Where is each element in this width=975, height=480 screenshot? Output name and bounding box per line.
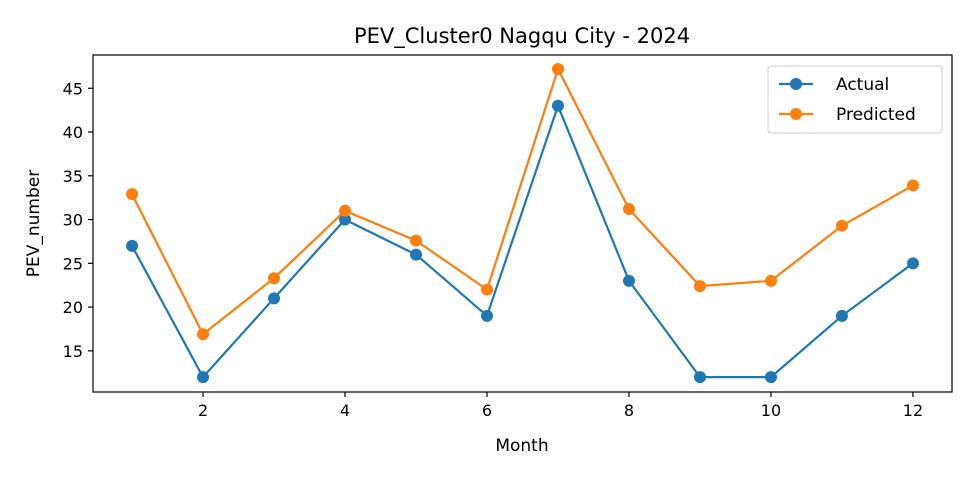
data-point-actual xyxy=(481,309,494,322)
data-point-actual xyxy=(268,292,281,305)
data-point-actual xyxy=(551,99,564,112)
x-tick-label: 8 xyxy=(624,401,634,420)
legend: Actual Predicted xyxy=(767,65,943,134)
x-tick-label: 6 xyxy=(482,401,492,420)
data-point-predicted xyxy=(481,283,494,296)
data-point-predicted xyxy=(339,204,352,217)
data-point-predicted xyxy=(126,188,139,201)
x-tick-label: 2 xyxy=(198,401,208,420)
data-point-predicted xyxy=(906,179,919,192)
axes-frame xyxy=(92,54,953,393)
data-point-predicted xyxy=(410,234,423,247)
series-line-actual xyxy=(131,104,914,379)
data-point-actual xyxy=(339,213,352,226)
chart-title: PEV_Cluster0 Nagqu City - 2024 xyxy=(354,24,690,49)
data-point-predicted xyxy=(764,274,777,287)
data-point-actual xyxy=(906,257,919,270)
legend-label-predicted: Predicted xyxy=(836,105,916,125)
data-point-predicted xyxy=(268,272,281,285)
legend-frame xyxy=(767,65,943,134)
data-point-predicted xyxy=(693,280,706,293)
data-point-actual xyxy=(835,309,848,322)
data-point-actual xyxy=(622,274,635,287)
x-tick-label: 10 xyxy=(761,401,781,420)
legend-label-actual: Actual xyxy=(836,75,889,95)
data-point-actual xyxy=(197,371,210,384)
y-tick-label: 35 xyxy=(63,167,83,186)
legend-marker-predicted xyxy=(790,108,802,120)
series-line-predicted xyxy=(131,67,914,336)
data-point-predicted xyxy=(197,328,210,341)
y-tick-label: 20 xyxy=(63,298,83,317)
legend-marker-actual xyxy=(790,78,802,90)
data-point-actual xyxy=(764,371,777,384)
x-tick-label: 4 xyxy=(340,401,350,420)
y-axis-label: PEV_number xyxy=(24,170,44,277)
y-tick-label: 40 xyxy=(63,123,83,142)
data-point-predicted xyxy=(622,203,635,216)
y-tick-label: 30 xyxy=(63,211,83,230)
data-point-actual xyxy=(410,248,423,261)
data-point-predicted xyxy=(551,63,564,76)
y-tick-label: 25 xyxy=(63,254,83,273)
x-axis-label: Month xyxy=(495,436,548,456)
data-point-predicted xyxy=(835,219,848,232)
x-tick-label: 12 xyxy=(903,401,923,420)
y-tick-label: 15 xyxy=(63,342,83,361)
data-point-actual xyxy=(693,371,706,384)
plot-area xyxy=(126,63,919,384)
data-point-actual xyxy=(126,239,139,252)
y-tick-label: 45 xyxy=(63,79,83,98)
